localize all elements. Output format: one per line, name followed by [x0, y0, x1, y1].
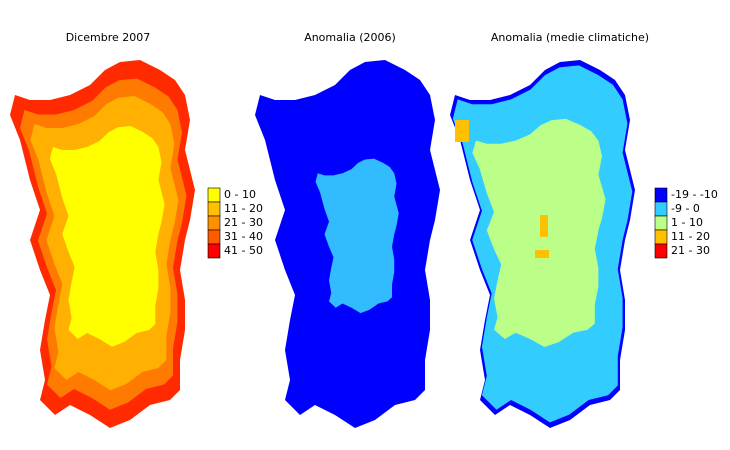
legend-swatch: [207, 201, 221, 217]
legend-swatch: [207, 187, 221, 203]
legend-label: 41 - 50: [224, 244, 263, 257]
map-title: Anomalia (2006): [304, 31, 396, 44]
map-title: Dicembre 2007: [66, 31, 151, 44]
legend-swatch: [654, 215, 668, 231]
legend-label: 21 - 30: [671, 244, 710, 257]
legend-label: -9 - 0: [671, 202, 700, 215]
zone: [540, 215, 548, 237]
legend-label: 1 - 10: [671, 216, 703, 229]
map-panel: Anomalia (medie climatiche): [450, 31, 649, 428]
map-title: Anomalia (medie climatiche): [491, 31, 649, 44]
legend-label: 31 - 40: [224, 230, 263, 243]
legend-swatch: [654, 201, 668, 217]
legend-label: -19 - -10: [671, 188, 718, 201]
zone: [535, 250, 549, 258]
legend-swatch: [207, 229, 221, 245]
legend-swatch: [207, 243, 221, 259]
legend-label: 0 - 10: [224, 188, 256, 201]
legend-swatch: [654, 243, 668, 259]
map-panel: Dicembre 2007: [10, 31, 195, 428]
legend-swatch: [654, 187, 668, 203]
legend-label: 21 - 30: [224, 216, 263, 229]
legend-label: 11 - 20: [224, 202, 263, 215]
map-panel: Anomalia (2006): [255, 31, 440, 428]
legend-label: 11 - 20: [671, 230, 710, 243]
legend-swatch: [654, 229, 668, 245]
zone: [455, 120, 469, 142]
legend-swatch: [207, 215, 221, 231]
